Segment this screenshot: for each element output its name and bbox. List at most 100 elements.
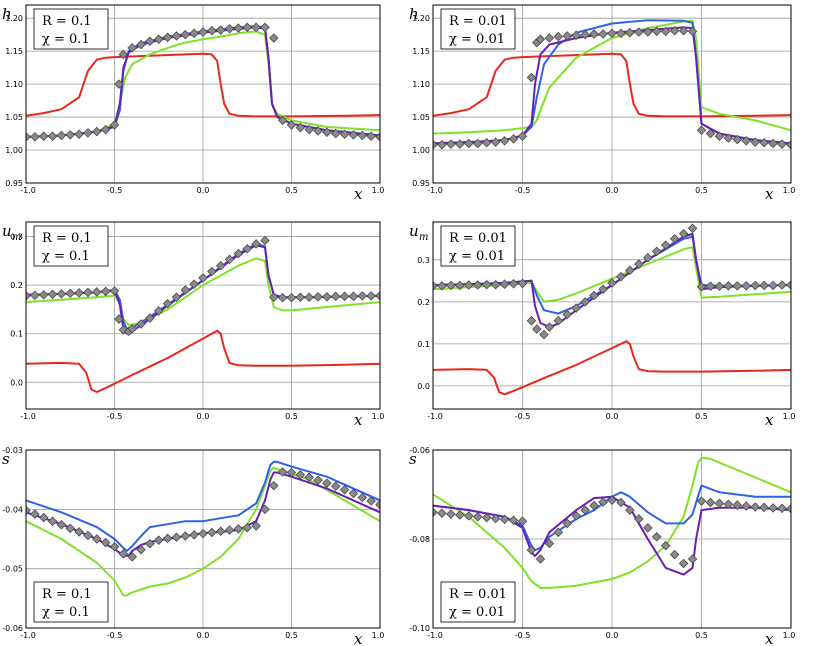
x-tick-label: -0.5 (515, 412, 531, 421)
panel-s-r01: -0.06 -0.05 -0.04 -0.03 -1.0 -0.5 0.0 0.5 1.0 s x R… (2, 446, 384, 646)
data-marker (198, 27, 208, 37)
data-marker (136, 319, 146, 329)
data-marker (339, 129, 350, 139)
data-marker (553, 527, 564, 538)
data-marker (517, 278, 528, 289)
panel-h-r01: 0.95 1.00 1.05 1.10 1.15 1.20 -1.0 -0.5 0.0 0.5 1.… (2, 4, 384, 203)
data-marker (286, 120, 297, 130)
y-axis-label: s (2, 450, 10, 468)
data-marker (127, 324, 137, 334)
y-tick-label: 0.1 (417, 340, 430, 349)
x-tick-label: -1.0 (20, 186, 36, 195)
legend-box (440, 225, 516, 267)
data-marker (634, 259, 644, 269)
data-marker (30, 132, 40, 142)
data-marker (455, 139, 465, 149)
data-marker (696, 281, 707, 292)
data-marker (189, 28, 199, 39)
data-marker (714, 131, 725, 141)
data-marker (481, 512, 492, 523)
data-marker (499, 279, 510, 289)
y-axis-label: u (2, 222, 12, 240)
data-marker (660, 540, 671, 551)
data-marker (625, 27, 635, 38)
x-tick-label: 0.0 (197, 631, 210, 640)
data-marker (30, 290, 40, 301)
series-group (433, 456, 791, 589)
data-marker (145, 313, 155, 323)
data-marker (286, 467, 297, 478)
data-marker (136, 39, 146, 50)
data-marker (145, 36, 155, 47)
y-tick-label: 1.05 (412, 113, 430, 122)
y-tick-label: -0.06 (409, 446, 430, 455)
data-marker (260, 235, 270, 246)
y-tick-label: -0.10 (409, 624, 430, 633)
data-marker (526, 545, 537, 555)
data-marker (260, 22, 270, 33)
data-marker (705, 281, 716, 292)
data-marker (598, 29, 608, 39)
y-tick-label: 0.2 (10, 281, 23, 290)
data-marker (777, 503, 787, 514)
plot-frame (432, 4, 792, 184)
data-marker (180, 285, 191, 295)
data-marker (669, 234, 680, 244)
legend-line-r: R = 0.01 (449, 231, 507, 246)
data-marker (437, 139, 447, 150)
x-tick-label: -1.0 (427, 186, 443, 195)
y-tick-label: 0.3 (10, 233, 23, 242)
y-tick-label: 0.0 (417, 382, 430, 391)
data-marker (705, 497, 716, 508)
data-marker (153, 535, 164, 545)
data-marker (598, 497, 608, 507)
data-marker (38, 512, 49, 523)
data-marker (446, 509, 456, 519)
x-tick-label: 0.5 (285, 631, 298, 640)
data-marker (669, 25, 680, 36)
data-marker (162, 32, 173, 43)
series-group (26, 460, 380, 597)
data-marker (607, 495, 617, 506)
x-tick-label: -1.0 (20, 631, 36, 640)
x-tick-label: -1.0 (427, 631, 443, 640)
data-marker (433, 139, 438, 150)
data-marker (56, 519, 67, 530)
data-marker (768, 503, 778, 513)
data-marker (544, 538, 555, 549)
y-tick-label: 0.95 (412, 179, 430, 188)
data-marker (455, 510, 465, 520)
data-marker (30, 509, 40, 519)
data-marker (580, 29, 590, 40)
data-marker (277, 467, 288, 477)
y-tick-label: 0.0 (10, 378, 23, 387)
legend-line-chi: χ = 0.1 (42, 605, 90, 620)
data-marker (92, 126, 102, 137)
data-marker (171, 532, 182, 542)
data-marker (539, 329, 549, 340)
data-marker (242, 243, 253, 254)
data-marker (544, 322, 555, 332)
x-axis-label: x (765, 185, 774, 203)
y-axis-label: u (409, 222, 419, 240)
data-marker (100, 124, 111, 135)
y-tick-label: 0.2 (417, 298, 430, 307)
data-marker (189, 530, 199, 540)
data-marker (499, 136, 510, 146)
data-marker (535, 554, 546, 564)
data-marker (26, 132, 31, 142)
data-marker (768, 138, 778, 149)
data-marker (207, 527, 217, 538)
legend-line-r: R = 0.01 (449, 587, 507, 602)
data-marker (136, 544, 146, 555)
data-marker (535, 34, 546, 45)
data-marker (455, 280, 465, 291)
data-marker (732, 281, 743, 291)
legend-line-chi: χ = 0.01 (449, 249, 505, 264)
x-axis-label: x (354, 630, 363, 646)
data-marker (162, 533, 173, 544)
data-marker (339, 484, 350, 495)
x-tick-label: 1.0 (783, 631, 796, 640)
data-marker (74, 129, 84, 139)
